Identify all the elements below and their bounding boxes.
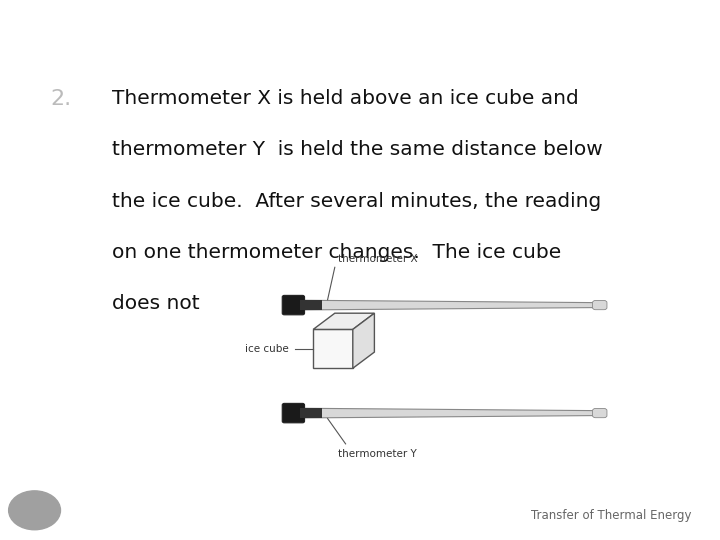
FancyBboxPatch shape [593,300,607,309]
Text: Transfer of Thermal Energy: Transfer of Thermal Energy [531,509,691,522]
Polygon shape [300,408,601,418]
FancyBboxPatch shape [282,295,305,315]
Polygon shape [300,300,601,310]
Text: thermometer Y: thermometer Y [338,449,417,458]
Circle shape [9,491,60,530]
Text: does not: does not [112,294,199,313]
Text: 17: 17 [26,504,43,517]
Polygon shape [353,313,374,368]
Text: Thermometer X is held above an ice cube and: Thermometer X is held above an ice cube … [112,89,578,108]
Text: the ice cube.  After several minutes, the reading: the ice cube. After several minutes, the… [112,192,601,211]
Text: 2.: 2. [51,89,72,109]
Polygon shape [313,313,374,329]
Text: thermometer X: thermometer X [338,254,418,264]
Text: ice cube: ice cube [245,344,289,354]
FancyBboxPatch shape [300,300,322,310]
Polygon shape [313,329,353,368]
FancyBboxPatch shape [300,408,322,418]
FancyBboxPatch shape [593,408,607,418]
FancyBboxPatch shape [282,403,305,423]
Text: thermometer Y  is held the same distance below: thermometer Y is held the same distance … [112,140,603,159]
Text: on one thermometer changes.  The ice cube: on one thermometer changes. The ice cube [112,243,561,262]
